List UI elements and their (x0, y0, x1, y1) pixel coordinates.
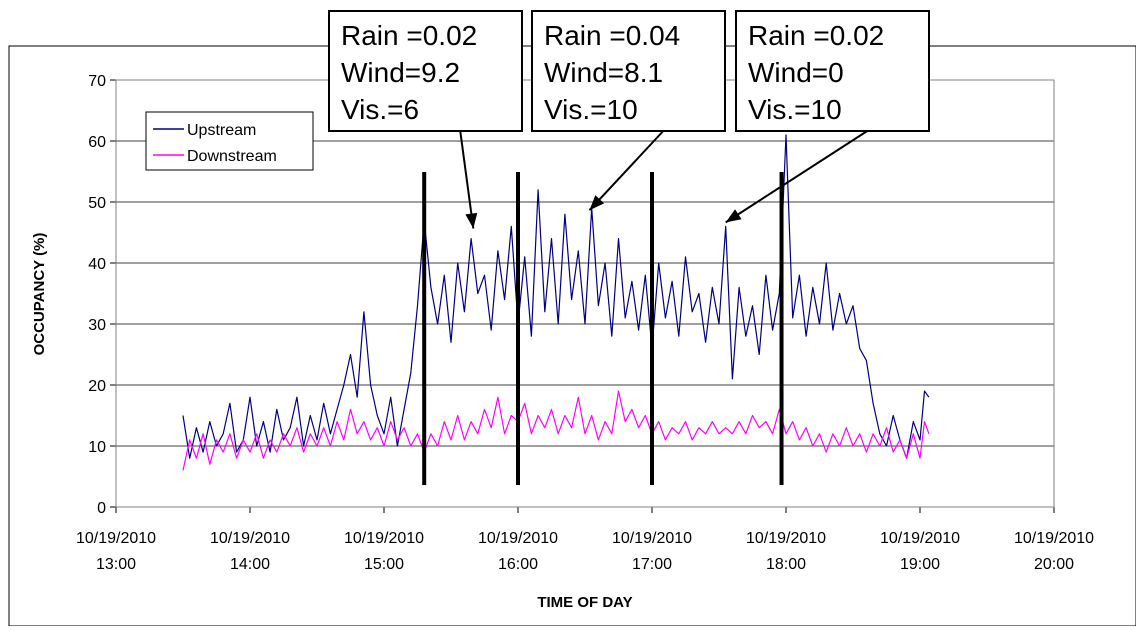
y-tick-label: 40 (88, 256, 106, 273)
x-tick-date: 10/19/2010 (880, 530, 960, 547)
series-line-upstream (182, 134, 930, 459)
series-line-downstream (182, 390, 930, 471)
y-tick-label: 10 (88, 439, 106, 456)
annotation-text: Rain =0.02 (748, 20, 884, 51)
x-tick-date: 10/19/2010 (1014, 530, 1094, 547)
annotation-arrow-head (465, 212, 478, 229)
annotation-box (735, 10, 930, 132)
annotation-text: Vis.=6 (341, 94, 419, 125)
annotation-text: Vis.=10 (748, 94, 842, 125)
y-tick-label: 0 (97, 500, 106, 517)
x-tick-time: 16:00 (498, 556, 538, 573)
y-tick-label: 20 (88, 378, 106, 395)
y-tick-label: 50 (88, 195, 106, 212)
x-tick-time: 14:00 (230, 556, 270, 573)
annotation-arrow-shaft (459, 130, 475, 229)
y-tick-labels: 0 10 20 30 40 50 60 70 (88, 73, 106, 517)
annotation-box (328, 10, 523, 132)
x-tick-date: 10/19/2010 (210, 530, 290, 547)
annotation-boxes: Rain =0.02 Wind=9.2 Vis.=6 Rain =0.04 Wind=8… (328, 10, 930, 132)
annotation-box (531, 10, 726, 132)
annotation-arrows (459, 130, 868, 229)
x-tick-date: 10/19/2010 (746, 530, 826, 547)
x-tick-time: 19:00 (900, 556, 940, 573)
legend-box (145, 111, 314, 171)
annotation-arrow-head (725, 209, 742, 223)
annotation-arrow-shaft (725, 130, 868, 224)
annotation-arrow-shaft (588, 130, 664, 211)
y-axis-label: OCCUPANCY (%) (31, 233, 48, 356)
x-axis-label: TIME OF DAY (537, 594, 632, 611)
annotation-text: Wind=0 (748, 57, 844, 88)
x-tick-time: 15:00 (364, 556, 404, 573)
x-tick-time: 18:00 (766, 556, 806, 573)
x-tick-time: 13:00 (96, 556, 136, 573)
annotation-text: Rain =0.04 (544, 20, 680, 51)
x-tick-time: 17:00 (632, 556, 672, 573)
annotation-text: Vis.=10 (544, 94, 638, 125)
legend-label: Upstream (187, 122, 256, 139)
x-tick-date: 10/19/2010 (76, 530, 156, 547)
x-tick-date: 10/19/2010 (612, 530, 692, 547)
x-tick-date: 10/19/2010 (344, 530, 424, 547)
annotation-text: Wind=8.1 (544, 57, 663, 88)
y-tick-label: 30 (88, 317, 106, 334)
y-tick-label: 60 (88, 134, 106, 151)
vertical-markers (422, 172, 784, 485)
annotation-text: Wind=9.2 (341, 57, 460, 88)
x-tick-time: 20:00 (1034, 556, 1074, 573)
annotation-arrow-head (589, 195, 605, 211)
x-tick-labels: 10/19/2010 13:00 10/19/2010 14:00 10/19/2010… (76, 530, 1094, 573)
legend-label: Downstream (187, 148, 277, 165)
annotation-text: Rain =0.02 (341, 20, 477, 51)
legend: Upstream Downstream (145, 111, 314, 171)
y-tick-label: 70 (88, 73, 106, 90)
series-lines (182, 134, 930, 471)
x-tick-date: 10/19/2010 (478, 530, 558, 547)
